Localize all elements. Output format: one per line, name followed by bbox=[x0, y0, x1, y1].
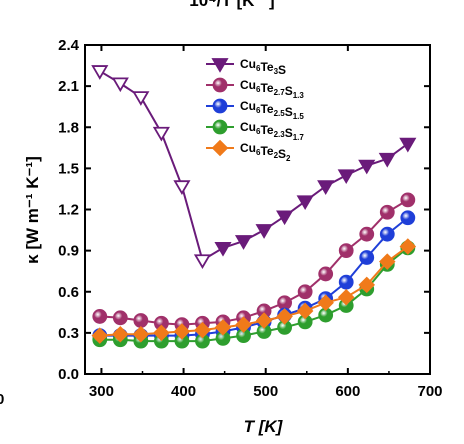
y-tick-label: 0.3 bbox=[58, 325, 79, 342]
data-point bbox=[379, 226, 395, 242]
data-point bbox=[173, 323, 191, 340]
series-line bbox=[99, 70, 409, 262]
series-1 bbox=[92, 192, 416, 333]
data-point bbox=[296, 195, 314, 211]
data-point bbox=[92, 309, 108, 324]
data-point bbox=[399, 238, 417, 255]
data-point bbox=[359, 226, 375, 242]
data-point bbox=[152, 126, 170, 142]
data-point bbox=[235, 316, 252, 333]
legend-marker bbox=[212, 77, 228, 93]
data-point bbox=[400, 192, 416, 208]
data-point bbox=[91, 327, 109, 344]
data-point bbox=[338, 274, 354, 290]
y-tick-label: 1.8 bbox=[58, 119, 79, 136]
data-point bbox=[132, 91, 150, 106]
data-point bbox=[214, 319, 232, 336]
data-point bbox=[359, 250, 375, 265]
data-point bbox=[317, 294, 334, 311]
legend-marker bbox=[211, 139, 229, 157]
data-point bbox=[255, 224, 273, 239]
series-0 bbox=[91, 65, 417, 270]
data-point bbox=[297, 284, 313, 300]
series-line bbox=[99, 199, 409, 326]
data-point bbox=[358, 276, 376, 294]
legend-entry-0: Cu6Te3S bbox=[206, 57, 286, 77]
data-point bbox=[379, 253, 396, 270]
data-point bbox=[153, 324, 170, 342]
x-tick-label: 400 bbox=[171, 383, 196, 400]
data-point bbox=[193, 254, 212, 270]
x-tick-label: 700 bbox=[417, 383, 442, 400]
legend: Cu6Te3SCu6Te2.7S1.3Cu6Te2.5S1.5Cu6Te2.3S… bbox=[206, 57, 304, 163]
legend-label: Cu6Te2S2 bbox=[240, 141, 291, 163]
data-point bbox=[234, 235, 253, 250]
data-point bbox=[276, 308, 293, 325]
series-line bbox=[99, 245, 409, 337]
legend-marker bbox=[212, 98, 228, 114]
x-tick-label: 500 bbox=[253, 383, 278, 400]
legend-entry-4: Cu6Te2S2 bbox=[206, 139, 291, 163]
top-axis-fragment: 10⁴/T [K⁻¹] bbox=[189, 0, 274, 10]
legend-entry-1: Cu6Te2.7S1.3 bbox=[206, 77, 304, 100]
data-point bbox=[317, 180, 335, 195]
x-axis-label: T [K] bbox=[244, 417, 284, 436]
data-point bbox=[318, 266, 334, 282]
y-tick-label: 1.2 bbox=[58, 202, 79, 219]
data-point bbox=[358, 159, 376, 175]
data-point bbox=[214, 241, 232, 257]
left-edge-fragment: 0 bbox=[0, 391, 4, 408]
data-point bbox=[276, 210, 294, 226]
x-tick-label: 600 bbox=[335, 383, 360, 400]
legend-marker bbox=[211, 58, 229, 73]
data-point bbox=[112, 310, 128, 326]
data-point bbox=[338, 243, 354, 259]
data-point bbox=[277, 295, 293, 311]
legend-entry-2: Cu6Te2.5S1.5 bbox=[206, 98, 304, 121]
legend-label: Cu6Te2.5S1.5 bbox=[240, 99, 304, 121]
data-point bbox=[255, 312, 273, 329]
y-tick-label: 0.0 bbox=[58, 366, 79, 383]
axes: 300 400 500 600 700 0.0 0.3 0.6 0.9 1.2 1.5 1.8 2.1 2… bbox=[58, 37, 442, 400]
data-point bbox=[112, 325, 129, 343]
series-line bbox=[99, 216, 409, 337]
y-tick-label: 2.1 bbox=[58, 78, 79, 95]
y-tick-label: 0.9 bbox=[58, 243, 79, 260]
data-point bbox=[379, 204, 395, 220]
legend-label: Cu6Te2.7S1.3 bbox=[240, 78, 304, 100]
data-point bbox=[337, 288, 355, 306]
data-point bbox=[133, 313, 149, 328]
legend-entry-3: Cu6Te2.3S1.7 bbox=[206, 119, 304, 142]
y-tick-label: 2.4 bbox=[58, 37, 80, 54]
y-axis-label: κ [W m⁻¹ K⁻¹] bbox=[23, 156, 42, 264]
x-tick-label: 300 bbox=[89, 383, 114, 400]
data-point bbox=[173, 180, 191, 195]
legend-label: Cu6Te3S bbox=[240, 57, 286, 77]
legend-marker bbox=[212, 119, 228, 135]
data-point bbox=[194, 321, 211, 339]
y-tick-label: 0.6 bbox=[58, 284, 79, 301]
series-3 bbox=[92, 240, 416, 349]
data-point bbox=[296, 302, 314, 320]
series-line bbox=[99, 247, 409, 343]
data-point bbox=[91, 65, 109, 80]
series-4 bbox=[91, 238, 417, 344]
y-tick-label: 1.5 bbox=[58, 160, 79, 177]
series-layer bbox=[91, 65, 417, 349]
data-point bbox=[378, 152, 396, 168]
data-point bbox=[400, 210, 416, 226]
legend-label: Cu6Te2.3S1.7 bbox=[240, 120, 304, 142]
data-point bbox=[132, 325, 150, 343]
data-point bbox=[337, 169, 355, 185]
data-point bbox=[111, 77, 129, 93]
data-point bbox=[399, 137, 417, 153]
